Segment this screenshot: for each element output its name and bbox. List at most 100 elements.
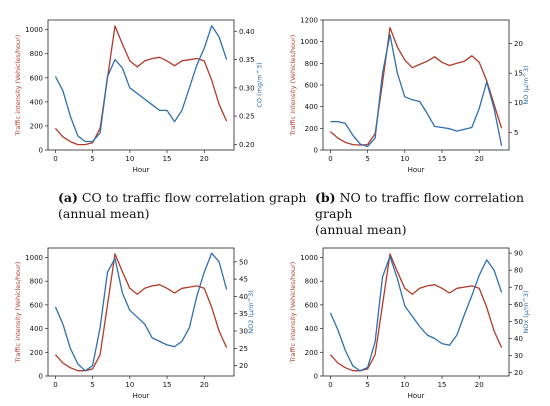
right-y-tick-label: 0.30: [239, 84, 255, 92]
right-y-tick-label: 70: [514, 284, 523, 292]
traffic-intensity-line: [329, 253, 503, 372]
x-axis-label: Hour: [133, 166, 150, 174]
left-y-tick-label: 400: [30, 325, 43, 333]
right-y-tick-label: 10: [514, 99, 523, 107]
right-y-tick-label: 60: [514, 301, 523, 309]
right-y-tick-label: 20: [514, 40, 523, 48]
left-y-tick-label: 0: [39, 147, 43, 155]
x-axis-label: Hour: [133, 392, 150, 400]
caption-b: (b) NO to traffic flow correlation graph…: [315, 190, 550, 238]
x-tick-label: 10: [125, 381, 134, 389]
right-y-tick-label: 20: [514, 369, 523, 377]
left-y-tick-label: 400: [305, 325, 318, 333]
left-y-tick-label: 600: [30, 74, 43, 82]
traffic-intensity-line: [54, 253, 228, 372]
pollutant-line: [329, 255, 503, 372]
x-tick-label: 10: [400, 155, 409, 163]
x-tick-label: 0: [53, 155, 57, 163]
plot-frame: [47, 19, 235, 151]
left-y-axis-label: Traffic intensity (Vehicles/hour): [14, 262, 22, 364]
x-tick-label: 5: [90, 155, 94, 163]
right-y-tick-label: 80: [514, 267, 523, 275]
right-y-axis-label: CO (mg/m^3): [256, 62, 264, 107]
right-y-tick-label: 50: [514, 318, 523, 326]
caption-b-line2: (annual mean): [315, 222, 407, 237]
caption-a-letter: (a): [58, 190, 78, 205]
left-y-tick-label: 1200: [300, 17, 318, 25]
x-axis-label: Hour: [408, 392, 425, 400]
right-y-tick-label: 30: [514, 352, 523, 360]
x-tick-label: 20: [475, 155, 484, 163]
left-y-tick-label: 0: [314, 373, 318, 381]
left-y-axis-label: Traffic intensity (Vehicles/hour): [289, 262, 297, 364]
x-tick-label: 20: [200, 381, 209, 389]
left-y-tick-label: 600: [30, 301, 43, 309]
left-y-tick-label: 600: [305, 301, 318, 309]
right-y-axis-label: NO2 (μ/m^3): [247, 290, 255, 334]
left-y-tick-label: 1000: [300, 254, 318, 262]
caption-a-line2: (annual mean): [58, 206, 150, 221]
right-y-tick-label: 50: [239, 258, 248, 266]
left-y-tick-label: 600: [305, 82, 318, 90]
right-y-tick-label: 40: [239, 293, 248, 301]
left-y-tick-label: 200: [30, 122, 43, 130]
caption-b-letter: (b): [315, 190, 336, 205]
left-y-tick-label: 200: [30, 349, 43, 357]
pollutant-line: [330, 34, 503, 148]
x-tick-label: 20: [200, 155, 209, 163]
left-y-tick-label: 1000: [300, 38, 318, 46]
pollutant-line: [54, 25, 228, 143]
left-y-tick-label: 800: [30, 50, 43, 58]
right-y-tick-label: 15: [514, 70, 523, 78]
x-tick-label: 15: [163, 381, 172, 389]
x-tick-label: 15: [438, 155, 447, 163]
traffic-intensity-line: [54, 25, 228, 146]
x-tick-label: 15: [438, 381, 447, 389]
right-y-tick-label: 0.35: [239, 56, 255, 64]
right-y-axis-label: NO (μ/m^3): [522, 65, 530, 104]
right-y-tick-label: 20: [239, 362, 248, 370]
right-y-tick-label: 0.25: [239, 113, 255, 121]
plot-frame: [47, 247, 235, 377]
right-y-tick-label: 30: [239, 328, 248, 336]
x-tick-label: 5: [365, 155, 369, 163]
right-y-axis-label: NOx (μ/m^3): [522, 290, 530, 333]
right-y-tick-label: 45: [239, 276, 248, 284]
plot-frame: [322, 247, 510, 377]
x-tick-label: 0: [328, 381, 332, 389]
left-y-axis-label: Traffic intensity (Vehicles/hour): [14, 35, 22, 137]
traffic-intensity-line: [329, 26, 503, 146]
x-tick-label: 0: [53, 381, 57, 389]
right-y-tick-label: 5: [514, 129, 518, 137]
right-y-tick-label: 0.20: [239, 141, 255, 149]
caption-a: (a) CO to traffic flow correlation graph…: [58, 190, 306, 222]
plot-frame: [322, 19, 510, 151]
caption-b-text: NO to traffic flow correlation graph: [315, 190, 525, 221]
left-y-tick-label: 400: [30, 98, 43, 106]
left-y-tick-label: 0: [39, 373, 43, 381]
left-y-tick-label: 1000: [25, 254, 43, 262]
left-y-axis-label: Traffic intensity (Vehicles/hour): [289, 35, 297, 137]
left-y-tick-label: 800: [305, 278, 318, 286]
x-axis-label: Hour: [408, 166, 425, 174]
chart-no-traffic: 0 5 10 15 20 Hour 0 200 400 600 800 1000 1200 Traffic…: [289, 17, 530, 175]
left-y-tick-label: 400: [305, 103, 318, 111]
right-y-tick-label: 35: [239, 310, 248, 318]
x-tick-label: 0: [328, 155, 332, 163]
x-tick-label: 20: [475, 381, 484, 389]
left-y-tick-label: 800: [305, 60, 318, 68]
left-y-tick-label: 200: [305, 125, 318, 133]
right-y-tick-label: 40: [514, 335, 523, 343]
right-y-tick-label: 90: [514, 250, 523, 258]
right-y-tick-label: 0.40: [239, 28, 255, 36]
left-y-tick-label: 800: [30, 278, 43, 286]
pollutant-line: [54, 252, 228, 372]
x-tick-label: 15: [163, 155, 172, 163]
left-y-tick-label: 0: [314, 147, 318, 155]
x-tick-label: 10: [125, 155, 134, 163]
left-y-tick-label: 1000: [25, 26, 43, 34]
x-tick-label: 10: [400, 381, 409, 389]
